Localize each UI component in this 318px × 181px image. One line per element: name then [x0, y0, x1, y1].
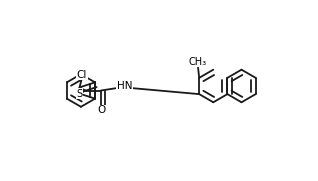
Text: HN: HN: [117, 81, 132, 91]
Text: Cl: Cl: [77, 70, 87, 80]
Text: CH₃: CH₃: [189, 57, 207, 67]
Text: O: O: [97, 105, 105, 115]
Text: S: S: [77, 89, 83, 99]
